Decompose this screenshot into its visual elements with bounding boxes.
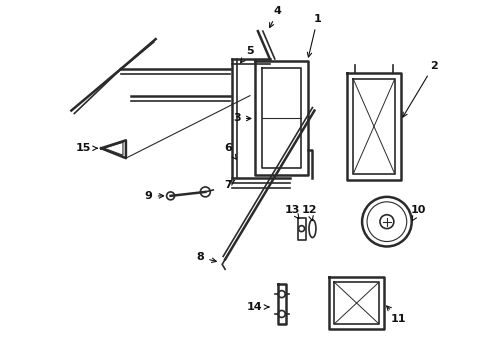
- Text: 9: 9: [145, 191, 164, 201]
- Text: 2: 2: [403, 61, 438, 117]
- Text: 5: 5: [241, 46, 254, 63]
- Text: 7: 7: [224, 180, 235, 190]
- Text: 14: 14: [247, 302, 269, 312]
- Text: 6: 6: [224, 143, 236, 159]
- Text: 3: 3: [233, 113, 251, 123]
- Text: 12: 12: [302, 205, 317, 221]
- Text: 8: 8: [196, 252, 216, 262]
- Text: 13: 13: [285, 205, 300, 219]
- Text: 11: 11: [387, 306, 407, 324]
- Text: 1: 1: [307, 14, 321, 57]
- Text: 4: 4: [270, 6, 282, 28]
- Text: 15: 15: [75, 143, 97, 153]
- Text: 10: 10: [411, 205, 426, 221]
